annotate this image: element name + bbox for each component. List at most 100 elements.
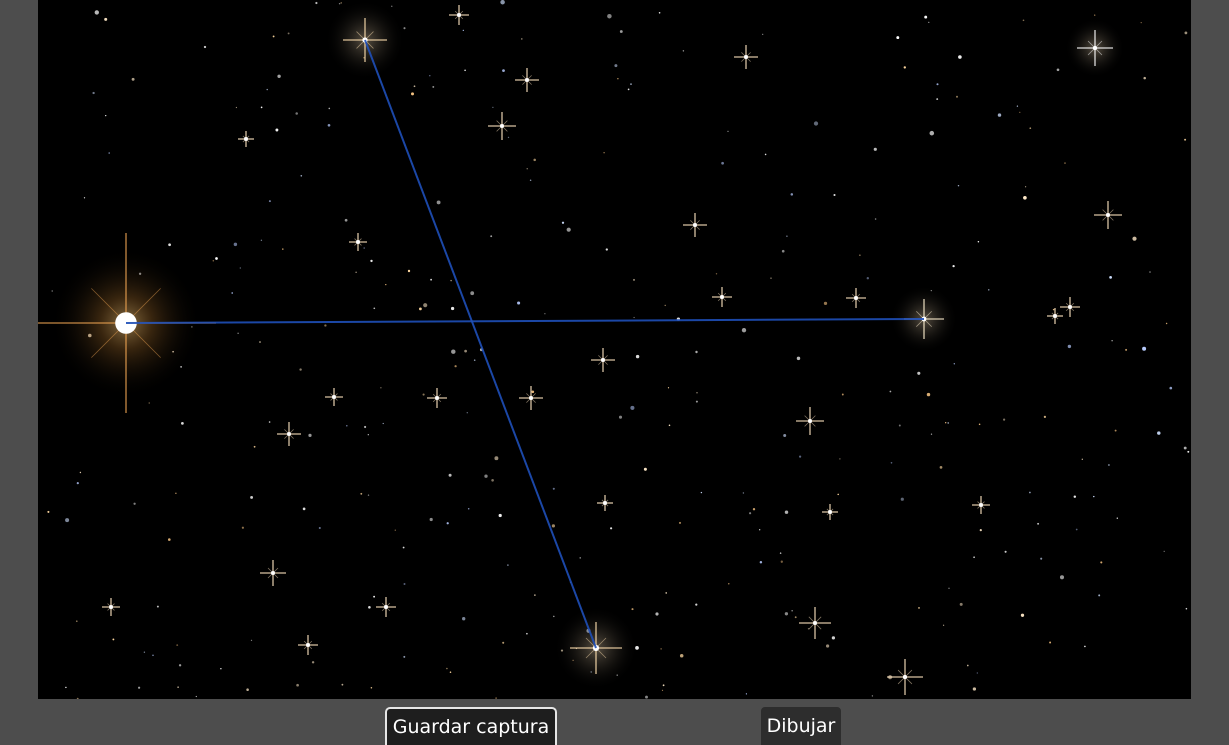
star bbox=[526, 632, 528, 635]
star bbox=[1067, 344, 1072, 349]
star bbox=[1020, 613, 1025, 617]
star bbox=[700, 491, 703, 494]
star bbox=[889, 390, 892, 393]
star bbox=[794, 616, 797, 619]
star bbox=[764, 153, 767, 156]
star bbox=[784, 510, 789, 514]
star bbox=[873, 147, 877, 151]
bright-star bbox=[376, 597, 396, 617]
star bbox=[502, 641, 505, 644]
star bbox=[662, 684, 665, 687]
star bbox=[215, 257, 218, 260]
star bbox=[260, 239, 263, 241]
star bbox=[268, 421, 271, 423]
star bbox=[451, 349, 456, 354]
star bbox=[495, 697, 497, 699]
star bbox=[664, 304, 666, 307]
star bbox=[695, 603, 698, 606]
draw-button[interactable]: Dibujar bbox=[761, 707, 841, 745]
star bbox=[498, 513, 502, 518]
star bbox=[614, 64, 618, 68]
star bbox=[507, 136, 510, 139]
star bbox=[833, 193, 836, 197]
bright-star bbox=[734, 45, 758, 69]
star bbox=[924, 15, 928, 19]
star bbox=[607, 13, 612, 19]
star bbox=[324, 324, 327, 327]
star bbox=[900, 497, 904, 501]
bright-star bbox=[591, 348, 615, 372]
star bbox=[328, 107, 331, 110]
star bbox=[526, 168, 528, 170]
star bbox=[930, 433, 933, 435]
star bbox=[791, 610, 793, 612]
star bbox=[360, 492, 363, 495]
save-capture-button[interactable]: Guardar captura bbox=[385, 707, 557, 745]
star bbox=[579, 557, 581, 559]
star bbox=[454, 365, 457, 368]
star bbox=[402, 546, 405, 549]
star bbox=[470, 291, 475, 296]
star bbox=[973, 556, 975, 559]
star bbox=[627, 88, 630, 91]
star bbox=[953, 363, 955, 365]
star bbox=[759, 560, 763, 564]
star bbox=[275, 128, 279, 132]
star bbox=[1003, 418, 1006, 421]
star bbox=[367, 494, 370, 496]
star bbox=[1094, 14, 1096, 16]
star bbox=[411, 92, 414, 96]
bright-star bbox=[712, 287, 732, 307]
star bbox=[502, 69, 505, 72]
star bbox=[368, 606, 371, 609]
star bbox=[220, 668, 222, 670]
star bbox=[1019, 111, 1021, 113]
star bbox=[959, 602, 963, 606]
star bbox=[551, 524, 555, 528]
star bbox=[76, 620, 78, 622]
star bbox=[813, 121, 819, 126]
star bbox=[168, 538, 171, 541]
star bbox=[246, 688, 249, 691]
star bbox=[268, 200, 271, 203]
star bbox=[79, 471, 82, 474]
star bbox=[346, 425, 348, 427]
star bbox=[1040, 557, 1043, 560]
star-field-canvas[interactable] bbox=[38, 0, 1191, 699]
star bbox=[241, 526, 244, 529]
star bbox=[728, 583, 730, 585]
star bbox=[770, 277, 772, 279]
star bbox=[355, 271, 357, 273]
star bbox=[318, 526, 321, 530]
star bbox=[65, 518, 70, 523]
star bbox=[1116, 517, 1118, 519]
star bbox=[929, 130, 935, 136]
star bbox=[952, 264, 955, 268]
star bbox=[668, 424, 671, 427]
star bbox=[721, 161, 724, 165]
bright-star bbox=[1094, 201, 1122, 229]
star bbox=[131, 77, 135, 81]
star bbox=[1081, 458, 1083, 460]
star bbox=[338, 2, 341, 5]
star bbox=[448, 473, 452, 477]
star bbox=[1149, 271, 1151, 273]
star bbox=[231, 292, 234, 294]
star bbox=[152, 654, 154, 657]
star bbox=[610, 527, 613, 530]
star-field-svg[interactable] bbox=[38, 0, 1191, 699]
bright-star bbox=[799, 607, 831, 639]
star bbox=[972, 687, 977, 691]
star bbox=[859, 254, 861, 256]
star bbox=[1184, 138, 1187, 141]
star bbox=[890, 461, 893, 464]
star bbox=[988, 289, 990, 291]
star bbox=[311, 661, 315, 664]
star bbox=[695, 400, 698, 403]
star bbox=[363, 247, 365, 249]
star bbox=[370, 259, 373, 263]
star bbox=[942, 624, 945, 626]
star bbox=[745, 693, 748, 695]
star bbox=[566, 227, 571, 232]
star bbox=[839, 458, 841, 460]
